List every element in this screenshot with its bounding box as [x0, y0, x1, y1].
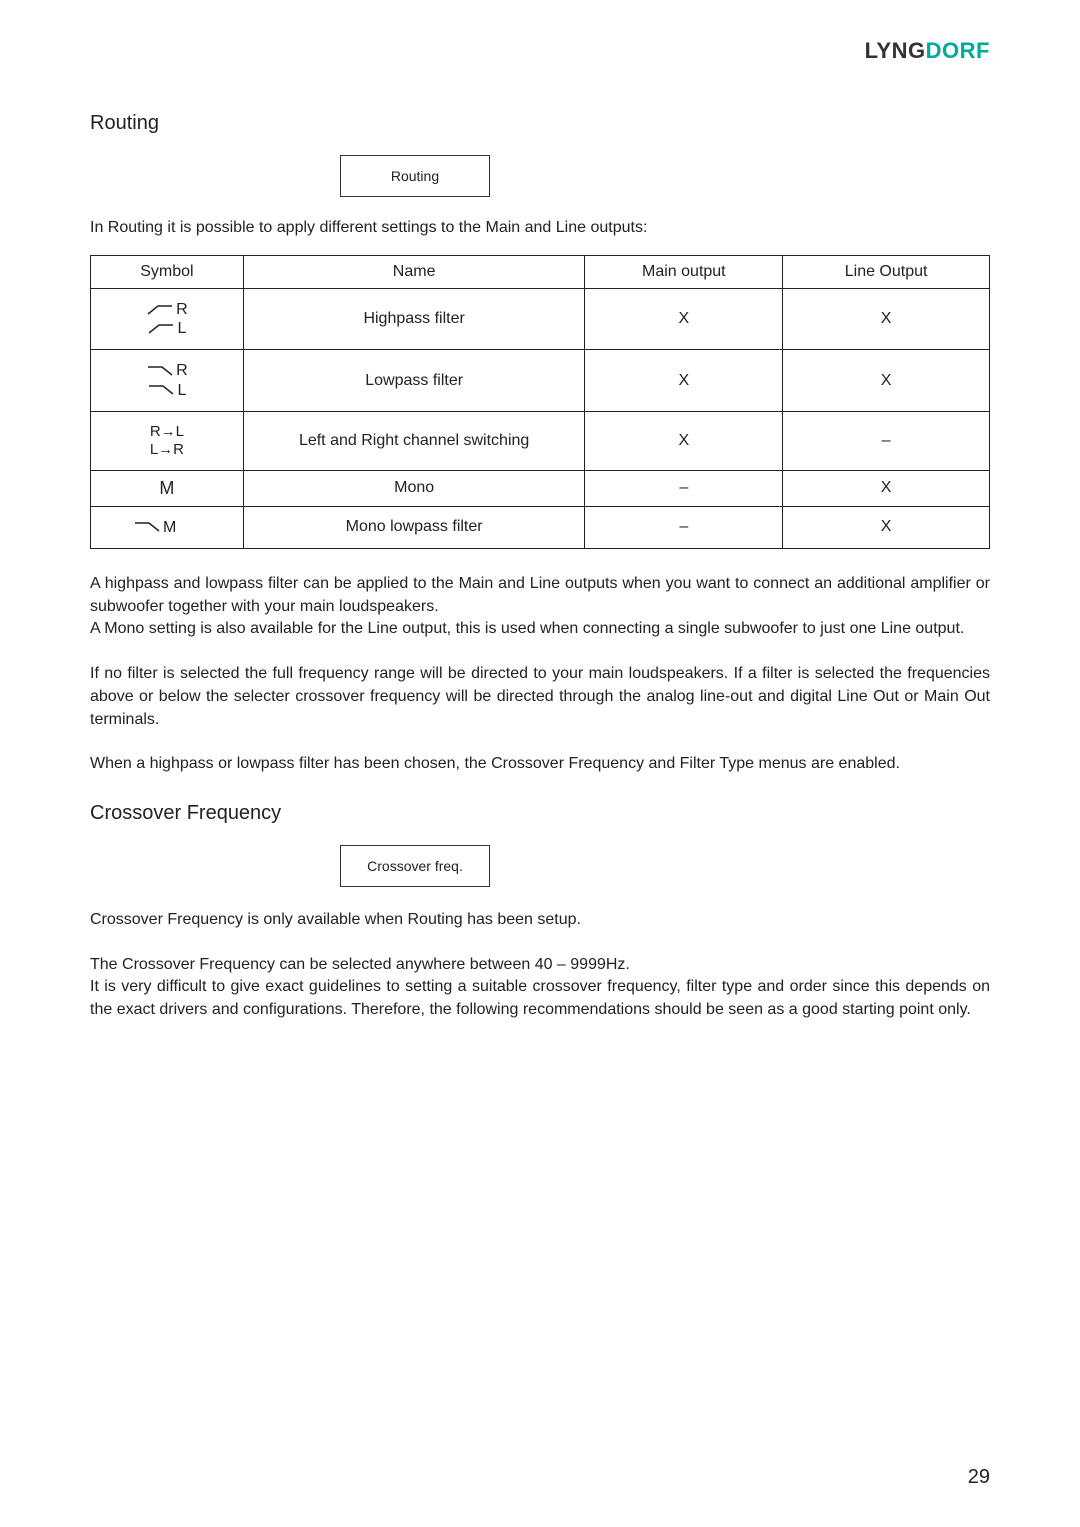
para-2: If no filter is selected the full freque… [90, 663, 990, 731]
para-1a: A highpass and lowpass filter can be app… [90, 573, 990, 618]
highpass-icon [147, 323, 175, 335]
para-5b: It is very difficult to give exact guide… [90, 976, 990, 1021]
th-main: Main output [585, 256, 783, 289]
th-symbol: Symbol [91, 256, 244, 289]
para-block-5: The Crossover Frequency can be selected … [90, 954, 990, 1022]
lowpass-icon [147, 384, 175, 396]
logo-text-1: LYNG [865, 38, 926, 63]
cell-line: X [783, 470, 990, 506]
cell-line: X [783, 506, 990, 548]
para-block-3: When a highpass or lowpass filter has be… [90, 753, 990, 776]
table-row: R L Lowpass filter X X [91, 350, 990, 411]
highpass-icon [146, 304, 174, 316]
para-block-4: Crossover Frequency is only available wh… [90, 909, 990, 932]
para-block-1: A highpass and lowpass filter can be app… [90, 573, 990, 641]
th-line: Line Output [783, 256, 990, 289]
table-row: M Mono lowpass filter – X [91, 506, 990, 548]
page-number: 29 [968, 1466, 990, 1489]
symbol-highpass: R L [91, 289, 244, 350]
heading-routing: Routing [90, 112, 990, 135]
cell-main: – [585, 506, 783, 548]
routing-intro: In Routing it is possible to apply diffe… [90, 219, 990, 237]
cell-main: X [585, 350, 783, 411]
cell-name: Mono lowpass filter [243, 506, 585, 548]
table-row: R→L L→R Left and Right channel switching… [91, 411, 990, 470]
lowpass-icon [146, 365, 174, 377]
symbol-mono-lowpass: M [91, 506, 244, 548]
cell-name: Left and Right channel switching [243, 411, 585, 470]
cell-line: X [783, 350, 990, 411]
lowpass-icon [133, 521, 161, 533]
cell-main: X [585, 411, 783, 470]
para-5a: The Crossover Frequency can be selected … [90, 954, 990, 977]
th-name: Name [243, 256, 585, 289]
symbol-mono: M [91, 470, 244, 506]
cell-main: – [585, 470, 783, 506]
cell-name: Highpass filter [243, 289, 585, 350]
crossover-label-box: Crossover freq. [340, 845, 490, 887]
brand-logo: LYNGDORF [865, 38, 990, 64]
para-1b: A Mono setting is also available for the… [90, 618, 990, 641]
cell-name: Mono [243, 470, 585, 506]
heading-crossover: Crossover Frequency [90, 802, 990, 825]
symbol-lowpass: R L [91, 350, 244, 411]
cell-main: X [585, 289, 783, 350]
cell-line: – [783, 411, 990, 470]
cell-line: X [783, 289, 990, 350]
table-row: M Mono – X [91, 470, 990, 506]
routing-table: Symbol Name Main output Line Output R L … [90, 255, 990, 549]
table-row: R L Highpass filter X X [91, 289, 990, 350]
table-header-row: Symbol Name Main output Line Output [91, 256, 990, 289]
cell-name: Lowpass filter [243, 350, 585, 411]
routing-label-box: Routing [340, 155, 490, 197]
para-4: Crossover Frequency is only available wh… [90, 909, 990, 932]
para-3: When a highpass or lowpass filter has be… [90, 753, 990, 776]
symbol-lr-switch: R→L L→R [91, 411, 244, 470]
para-block-2: If no filter is selected the full freque… [90, 663, 990, 731]
logo-text-2: DORF [926, 38, 990, 63]
